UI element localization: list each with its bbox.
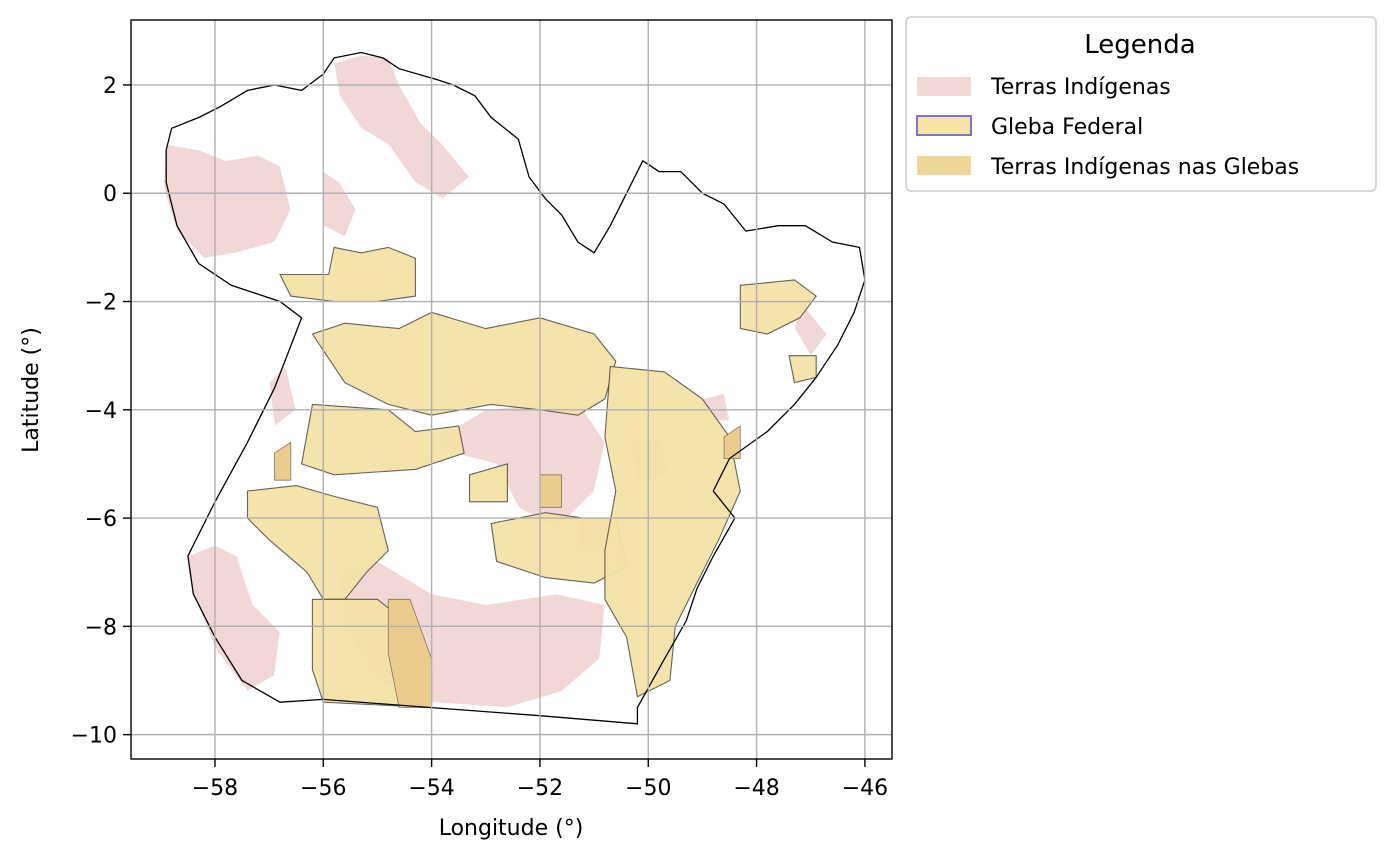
x-tick-label: −58 bbox=[192, 776, 238, 801]
legend-box bbox=[905, 16, 1377, 192]
legend-swatch-overlap bbox=[917, 156, 971, 175]
gleba-6 bbox=[604, 365, 741, 698]
gleba-0 bbox=[279, 246, 416, 303]
x-tick-label: −46 bbox=[842, 776, 888, 801]
y-tick-label: 0 bbox=[103, 182, 117, 207]
gleba-8 bbox=[788, 355, 817, 384]
legend-label-overlap: Terras Indígenas nas Glebas bbox=[990, 155, 1299, 180]
gleba-9 bbox=[468, 463, 508, 503]
y-tick-label: −10 bbox=[71, 724, 117, 749]
indigenous-in-gleba-1 bbox=[274, 441, 292, 481]
x-axis-label: Longitude (°) bbox=[439, 816, 584, 841]
grid bbox=[131, 20, 892, 759]
indigenous-area-6 bbox=[187, 544, 281, 692]
x-tick-label: −48 bbox=[733, 776, 779, 801]
legend-label-indigenous: Terras Indígenas bbox=[990, 75, 1171, 100]
indigenous-in-gleba-3 bbox=[723, 425, 741, 459]
legend-title: Legenda bbox=[1084, 30, 1195, 60]
indigenous-area-0 bbox=[163, 144, 292, 259]
gleba-2 bbox=[300, 403, 465, 476]
y-tick-label: −2 bbox=[85, 291, 117, 316]
axes-frame bbox=[130, 19, 893, 760]
y-tick-label: −4 bbox=[85, 399, 117, 424]
gleba-7 bbox=[739, 279, 817, 335]
legend-label-gleba: Gleba Federal bbox=[991, 115, 1143, 140]
x-axis: −58 −56 −54 −52 −50 −48 −46 bbox=[192, 759, 888, 801]
legend-swatch-gleba bbox=[916, 115, 972, 136]
x-tick-label: −56 bbox=[300, 776, 346, 801]
indigenous-area-1 bbox=[333, 54, 470, 200]
x-tick-label: −52 bbox=[517, 776, 563, 801]
legend-swatch-indigenous bbox=[917, 77, 971, 96]
indigenous-in-gleba-2 bbox=[539, 474, 562, 508]
y-tick-label: −8 bbox=[85, 615, 117, 640]
x-tick-label: −50 bbox=[625, 776, 671, 801]
y-axis-label: Latitude (°) bbox=[19, 327, 44, 453]
x-tick-label: −54 bbox=[408, 776, 454, 801]
gleba-3 bbox=[246, 485, 389, 600]
y-tick-label: −6 bbox=[85, 507, 117, 532]
y-tick-label: 2 bbox=[103, 74, 117, 99]
y-axis: 2 0 −2 −4 −6 −8 −10 bbox=[71, 74, 131, 749]
legend: Legenda Terras Indígenas Gleba Federal T… bbox=[905, 16, 1377, 192]
